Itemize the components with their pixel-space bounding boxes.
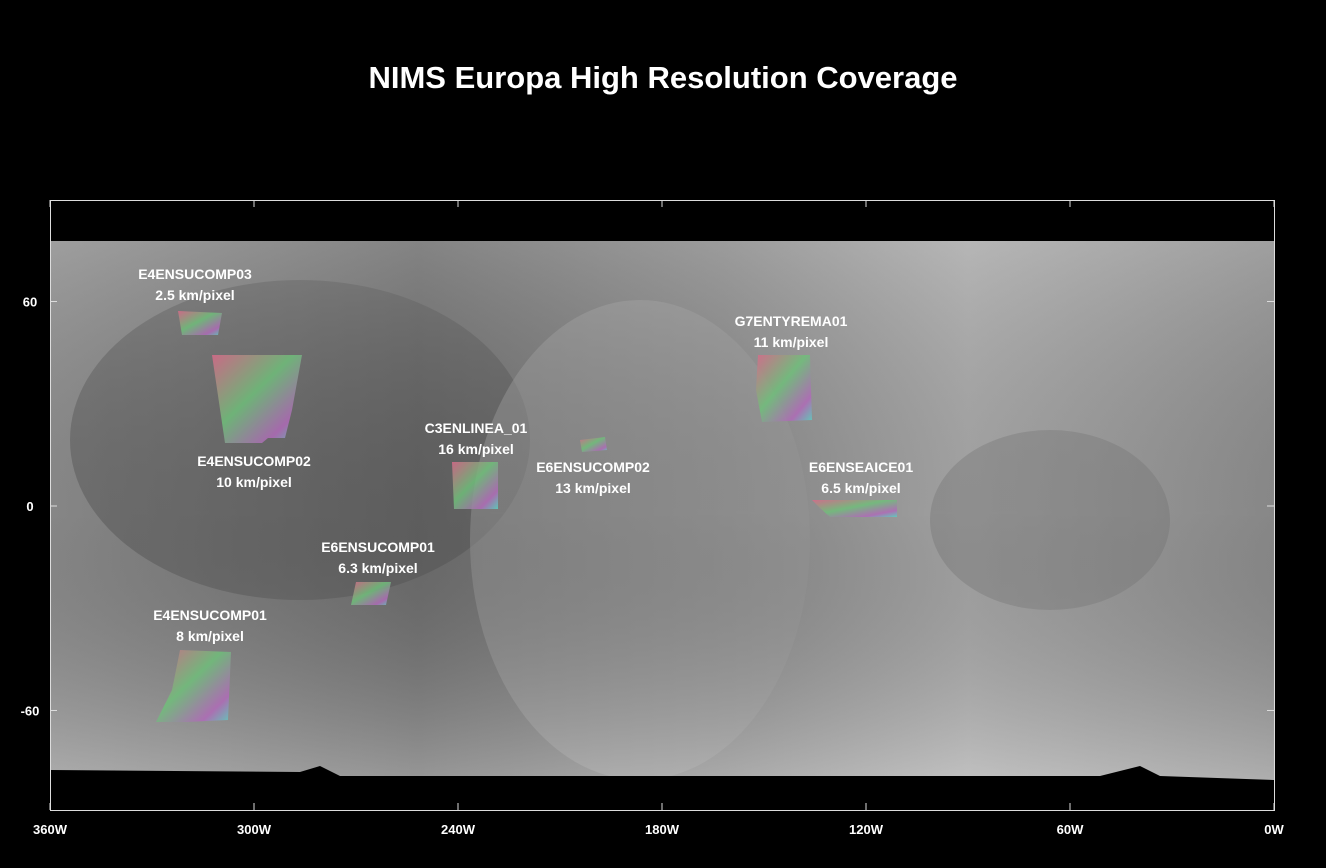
coverage-region: E4ENSUCOMP01 8 km/pixel [153, 607, 267, 722]
coverage-footprint [351, 582, 391, 605]
x-tick-label: 60W [1057, 822, 1084, 837]
region-name: G7ENTYREMA01 [735, 313, 848, 329]
coverage-region: E6ENSEAICE01 6.5 km/pixel [809, 459, 913, 517]
region-name: E6ENSEAICE01 [809, 459, 913, 475]
region-name: E6ENSUCOMP02 [536, 459, 650, 475]
region-name: C3ENLINEA_01 [425, 420, 528, 436]
coverage-region: E4ENSUCOMP03 2.5 km/pixel [138, 266, 252, 335]
region-name: E4ENSUCOMP01 [153, 607, 267, 623]
region-name: E4ENSUCOMP03 [138, 266, 252, 282]
region-name: E6ENSUCOMP01 [321, 539, 435, 555]
coverage-footprint [756, 355, 812, 422]
coverage-region: E4ENSUCOMP02 10 km/pixel [197, 355, 311, 490]
coverage-region: E6ENSUCOMP01 6.3 km/pixel [321, 539, 435, 605]
x-tick-label: 300W [237, 822, 272, 837]
coverage-footprint [212, 355, 302, 443]
region-resolution: 13 km/pixel [555, 480, 631, 496]
x-tick-label: 180W [645, 822, 680, 837]
title: NIMS Europa High Resolution Coverage [368, 60, 957, 95]
region-resolution: 6.3 km/pixel [338, 560, 417, 576]
region-resolution: 8 km/pixel [176, 628, 244, 644]
coverage-footprint [452, 462, 498, 509]
region-resolution: 2.5 km/pixel [155, 287, 234, 303]
coverage-footprint [580, 437, 607, 452]
x-tick-label: 360W [33, 822, 68, 837]
coverage-footprint [812, 500, 897, 517]
coverage-region: E6ENSUCOMP02 13 km/pixel [536, 437, 650, 496]
y-tick-label: 0 [26, 499, 33, 514]
region-resolution: 16 km/pixel [438, 441, 514, 457]
map-image [51, 241, 1274, 786]
region-resolution: 6.5 km/pixel [821, 480, 900, 496]
x-tick-label: 240W [441, 822, 476, 837]
coverage-region: C3ENLINEA_01 16 km/pixel [425, 420, 528, 509]
y-tick-label: -60 [21, 703, 40, 718]
region-resolution: 11 km/pixel [754, 334, 829, 350]
x-tick-label: 120W [849, 822, 884, 837]
y-tick-label: 60 [23, 295, 37, 310]
region-resolution: 10 km/pixel [216, 474, 292, 490]
coverage-footprint [178, 311, 222, 335]
coverage-footprint [156, 650, 231, 722]
region-name: E4ENSUCOMP02 [197, 453, 311, 469]
coverage-region: G7ENTYREMA01 11 km/pixel [735, 313, 848, 422]
x-tick-label: 0W [1264, 822, 1284, 837]
